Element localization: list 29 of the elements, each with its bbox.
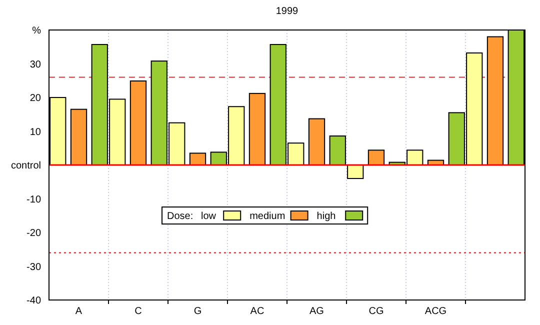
bar (308, 118, 326, 166)
bar (368, 150, 385, 166)
x-tick-label: G (194, 306, 202, 317)
y-tick-label: -20 (26, 228, 42, 239)
y-tick-label: % (32, 26, 42, 36)
bar (189, 152, 206, 166)
y-tick-label: 30 (30, 59, 42, 70)
x-tick-label: AC (250, 306, 264, 317)
y-tick-label: -30 (26, 262, 42, 273)
x-tick-label: ACG (424, 306, 447, 317)
y-tick-label: 10 (30, 126, 42, 138)
x-tick-label: C (134, 306, 142, 317)
bar (329, 135, 346, 166)
y-tick-label: control (10, 160, 41, 172)
y-tick-label: -40 (26, 296, 42, 306)
legend-title: Dose: (167, 211, 194, 222)
legend-label: low (201, 211, 217, 222)
bar (248, 92, 266, 166)
x-tick-label: AG (310, 306, 324, 317)
x-tick-label: CG (368, 306, 384, 317)
bar (486, 36, 504, 166)
x-tick-label: A (75, 306, 82, 317)
chart-title: 1999 (276, 6, 299, 17)
y-tick-label: 20 (30, 93, 42, 104)
legend-label: medium (250, 211, 286, 222)
y-tick-label: -10 (26, 194, 42, 206)
bar (70, 108, 88, 166)
legend-label: high (316, 211, 336, 222)
bar (130, 80, 147, 166)
